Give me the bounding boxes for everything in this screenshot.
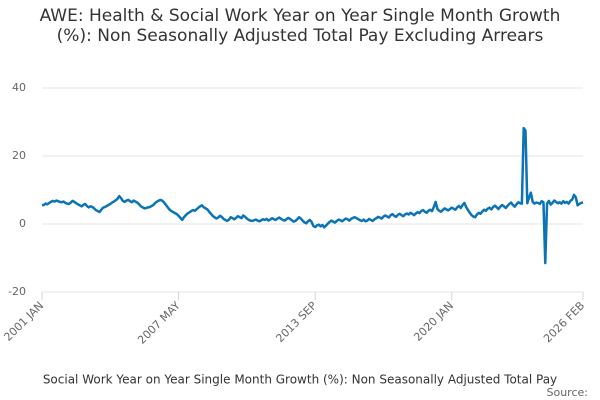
x-tick-label: 2013 SEP: [273, 299, 319, 345]
x-tick-label: 2007 MAY: [135, 299, 183, 347]
y-tick-label: 0: [19, 217, 26, 230]
y-tick-label: 20: [12, 149, 26, 162]
series-line: [41, 126, 584, 265]
legend-text: Social Work Year on Year Single Month Gr…: [43, 373, 557, 387]
chart-title: AWE: Health & Social Work Year on Year S…: [39, 6, 561, 46]
x-tick-label: 2026 FEB: [541, 299, 587, 345]
y-tick-label: 40: [12, 81, 26, 94]
x-tick-label: 2001 JAN: [1, 299, 46, 344]
y-tick-label: -20: [8, 285, 26, 298]
x-tick-label: 2020 JAN: [411, 299, 456, 344]
source: Source:: [547, 386, 589, 399]
